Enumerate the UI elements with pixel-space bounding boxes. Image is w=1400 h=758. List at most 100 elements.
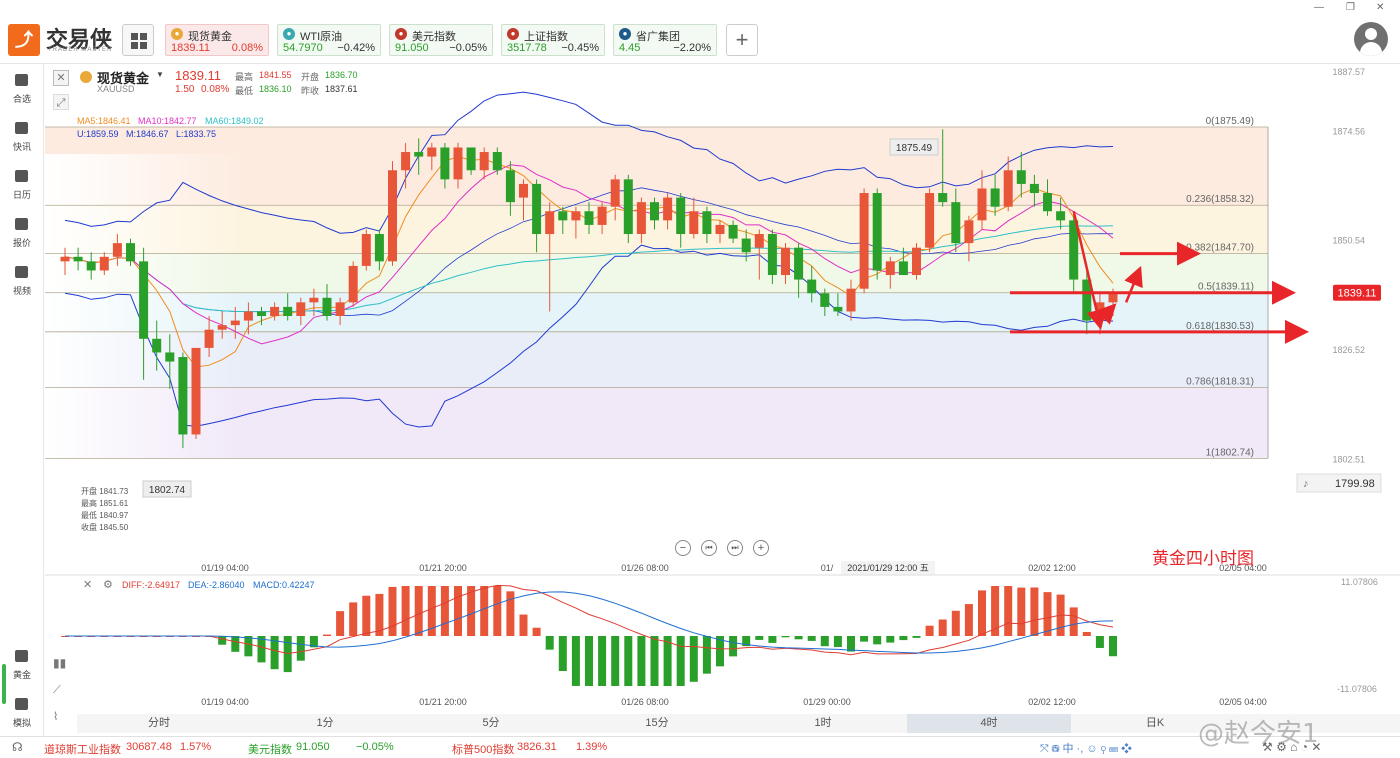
step-back-button[interactable]: ⏮: [701, 540, 717, 556]
candle-body: [794, 247, 804, 280]
candle-body: [270, 306, 280, 317]
quote-name: 美元指数: [412, 31, 456, 43]
macd-bar: [375, 593, 384, 636]
low-value: 1836.10: [259, 84, 292, 94]
quote-tab-3[interactable]: ● 上证指数 3517.78 −0.45%: [501, 24, 605, 56]
sidebar-item-5[interactable]: 黄金: [0, 644, 44, 688]
macd-bar: [689, 636, 698, 682]
candle-body: [243, 311, 253, 321]
restore-icon[interactable]: ❐: [1346, 2, 1355, 13]
high-marker-box: [889, 138, 939, 156]
timeframe-tab-6[interactable]: 日K: [1145, 717, 1165, 729]
symbol-name[interactable]: 现货黄金: [97, 71, 150, 86]
macd-bar: [912, 636, 921, 638]
headset-icon[interactable]: ☊: [12, 740, 23, 754]
chart-canvas[interactable]: 0(1875.49) 0.236(1858.32) 0.382(1847.70) 0.…: [45, 64, 1400, 714]
avatar-head: [1365, 28, 1377, 40]
candle-body: [191, 347, 201, 435]
ticker-dow-name[interactable]: 道琼斯工业指数: [44, 744, 121, 756]
sidebar-item-6[interactable]: 模拟: [0, 692, 44, 736]
sidebar-item-2[interactable]: 日历: [0, 164, 44, 208]
candle-body: [152, 338, 162, 353]
sidebar-item-3[interactable]: 报价: [0, 212, 44, 256]
sidebar-item-4[interactable]: 视频: [0, 260, 44, 304]
macd-bar: [467, 586, 476, 636]
quote-price: 54.7970: [283, 42, 323, 54]
quote-tab-0[interactable]: ● 现货黄金 1839.11 0.08%: [165, 24, 269, 56]
macd-bar: [401, 586, 410, 636]
macd-settings-icon[interactable]: ⚙: [103, 579, 113, 591]
macd-bar: [1004, 586, 1013, 636]
candle-body: [388, 170, 397, 262]
candle-body: [139, 261, 149, 339]
sidebar-item-1[interactable]: 快讯: [0, 116, 44, 160]
quote-tab-4[interactable]: ● 省广集团 4.45 −2.20%: [613, 24, 717, 56]
quote-flag-icon: ●: [171, 28, 183, 40]
macd-dea-line: [65, 591, 1114, 654]
timeframe-tab-5[interactable]: 4时: [907, 714, 1071, 733]
candle-body: [846, 288, 856, 312]
grid-icon: [131, 33, 138, 40]
close-chart-icon[interactable]: ✕: [53, 70, 69, 86]
macd-bar: [296, 636, 305, 661]
fib-label: 0.5(1839.11): [1198, 282, 1254, 293]
macd-bar: [899, 636, 908, 641]
grid-menu-button[interactable]: [122, 24, 154, 56]
timeframe-tab-3[interactable]: 15分: [645, 717, 669, 729]
symbol-dropdown-icon[interactable]: ▼: [156, 70, 164, 79]
macd-bar: [807, 636, 816, 641]
candle-body: [165, 352, 175, 362]
minimize-icon[interactable]: —: [1314, 2, 1324, 13]
macd-bar: [702, 636, 711, 674]
timeframe-tab-0[interactable]: 分时: [148, 717, 170, 729]
system-icons: ⚒ ⚙ ⌂ ◔ ✕: [1262, 740, 1322, 754]
cursor-date: 02/02 12:00: [1028, 563, 1076, 573]
step-forward-button[interactable]: ⏭: [727, 540, 743, 556]
macd-bar: [650, 636, 659, 686]
macd-close-icon[interactable]: ✕: [83, 579, 93, 591]
macd-bar: [676, 636, 685, 686]
candle-body: [230, 320, 240, 326]
quote-flag-icon: ●: [619, 28, 631, 40]
zoom-in-button[interactable]: +: [753, 540, 769, 556]
macd-bar: [938, 619, 947, 636]
close-icon[interactable]: ✕: [1376, 2, 1385, 13]
indicator-panel-icon[interactable]: ⌇: [53, 711, 59, 723]
indicator-tool-icon[interactable]: ▮▮: [53, 656, 67, 670]
macd-bar: [611, 636, 620, 686]
sidebar: 合选 快讯 日历 报价 视频黄金 模拟: [0, 64, 44, 736]
timeframe-tab-2[interactable]: 5分: [482, 717, 500, 729]
candle-body: [73, 256, 83, 262]
candle-body: [650, 202, 659, 221]
app-logo-subtitle: TRADER MASTER: [48, 47, 113, 53]
quote-tab-1[interactable]: ● WTI原油 54.7970 −0.42%: [277, 24, 381, 56]
timeframe-tab-4[interactable]: 1时: [814, 717, 832, 729]
fib-label: 1(1802.74): [1206, 447, 1254, 458]
candle-body: [951, 202, 961, 244]
draw-line-icon[interactable]: ⟋: [53, 684, 61, 696]
right-axis-label: 1850.54: [1332, 236, 1365, 246]
macd-value-label: MACD:0.42247: [253, 580, 315, 590]
add-quote-tab-button[interactable]: +: [726, 24, 758, 56]
macd-bar: [257, 636, 266, 663]
ticker-sp500-change: 1.39%: [576, 741, 608, 753]
timeframe-tab-1[interactable]: 1分: [316, 717, 334, 729]
quote-tab-2[interactable]: ● 美元指数 91.050 −0.05%: [389, 24, 493, 56]
zoom-out-button[interactable]: −: [675, 540, 691, 556]
ticker-sp500-name[interactable]: 标普500指数: [452, 744, 515, 756]
sidebar-accent: [2, 664, 6, 704]
candle-body: [702, 211, 712, 235]
symbol-price: 1839.11: [175, 68, 222, 83]
sidebar-item-0[interactable]: 合选: [0, 68, 44, 112]
ticker-usd-name[interactable]: 美元指数: [248, 744, 292, 756]
draw-tool-icon[interactable]: ⤢: [53, 94, 69, 110]
candle-body: [1043, 193, 1052, 212]
macd-bar: [545, 636, 554, 650]
macd-diff-line: [65, 584, 1114, 656]
avatar-body: [1360, 42, 1382, 56]
user-avatar[interactable]: [1354, 22, 1388, 56]
macd-bar: [598, 636, 607, 686]
candle-body: [296, 302, 306, 317]
window-controls: — ❐ ✕: [1312, 2, 1392, 16]
candle-body: [335, 302, 345, 317]
